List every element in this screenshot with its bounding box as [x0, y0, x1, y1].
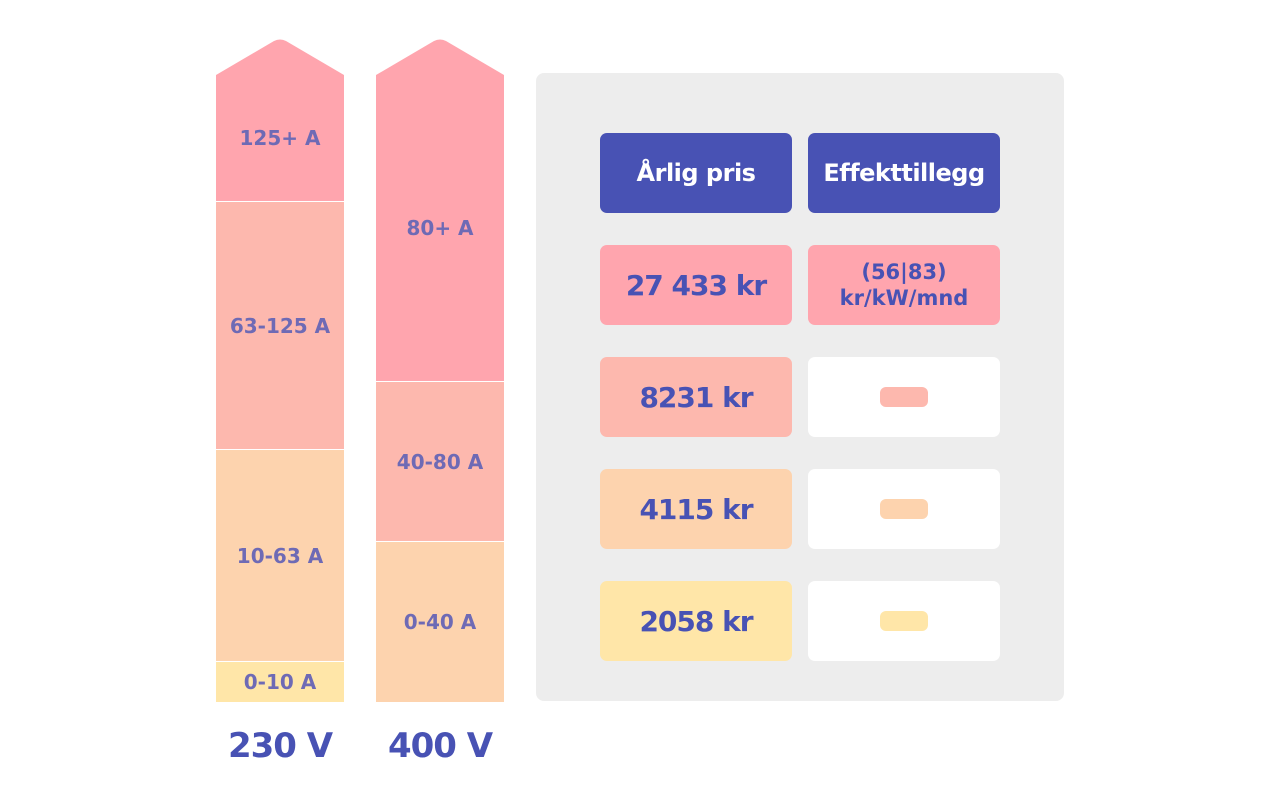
column-230v: 125+ A 63-125 A 10-63 A 0-10 A — [216, 39, 344, 702]
segment-0-10: 0-10 A — [216, 662, 344, 702]
segment-63-125: 63-125 A — [216, 202, 344, 449]
segment-10-63: 10-63 A — [216, 450, 344, 661]
fee-line: kr/kW/mnd — [839, 286, 969, 310]
voltage-label-400: 400 V — [387, 726, 493, 766]
dash-icon — [880, 499, 928, 519]
segment-label: 80+ A — [406, 216, 474, 240]
segment-label: 125+ A — [239, 126, 321, 150]
segment-40-80: 40-80 A — [376, 382, 504, 541]
price-cell: 8231 kr — [600, 357, 792, 437]
price-cell: 2058 kr — [600, 581, 792, 661]
fee-cell — [808, 581, 1000, 661]
price-cell: 27 433 kr — [600, 245, 792, 325]
segment-label: 0-40 A — [403, 610, 477, 634]
voltage-label-230: 230 V — [227, 726, 333, 766]
price-cell: 4115 kr — [600, 469, 792, 549]
segment-0-40: 0-40 A — [376, 542, 504, 702]
header-annual-price: Årlig pris — [600, 133, 792, 213]
arrow-up-icon — [216, 39, 344, 75]
segment-label: 0-10 A — [243, 670, 317, 694]
segment-80plus: 80+ A — [376, 75, 504, 381]
arrow-up-icon — [376, 39, 504, 75]
segment-125plus: 125+ A — [216, 75, 344, 201]
fee-cell: (56|83) kr/kW/mnd — [808, 245, 1000, 325]
fee-cell — [808, 469, 1000, 549]
dash-icon — [880, 387, 928, 407]
column-400v: 80+ A 40-80 A 0-40 A — [376, 39, 504, 702]
segment-label: 10-63 A — [236, 543, 324, 568]
fee-line: (56|83) — [861, 260, 947, 284]
segment-label: 40-80 A — [396, 449, 484, 474]
fee-cell — [808, 357, 1000, 437]
dash-icon — [880, 611, 928, 631]
header-power-fee: Effekttillegg — [808, 133, 1000, 213]
segment-label: 63-125 A — [229, 313, 331, 338]
